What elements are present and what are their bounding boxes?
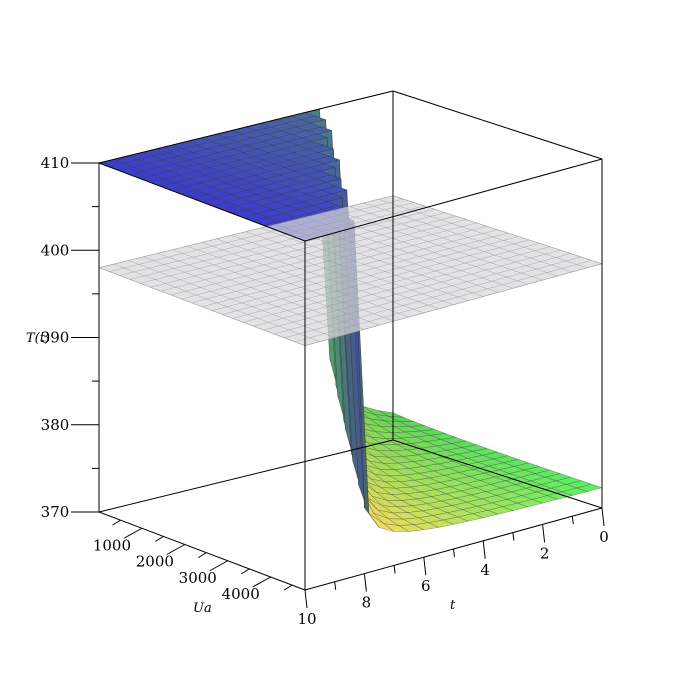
t-tick xyxy=(542,524,546,543)
plane-grid-line xyxy=(157,253,365,330)
box-edge-top xyxy=(304,158,603,242)
z-tick-label: 390 xyxy=(41,329,70,347)
t-tick-label: 10 xyxy=(297,610,316,628)
t-minor-tick xyxy=(571,516,574,525)
ua-tick xyxy=(209,560,228,572)
plane-grid-line xyxy=(143,256,350,334)
box-edge-bottom xyxy=(392,439,603,509)
threshold-plane xyxy=(97,195,604,347)
box-edge-top xyxy=(392,90,603,160)
t-tick-label: 8 xyxy=(362,594,372,612)
plane-grid-line xyxy=(216,238,424,314)
axis-ticks: 370 380 390 400 410 1000 2000 3000 4000 0 2 4 6 8 10 xyxy=(41,154,609,628)
box-edge-top xyxy=(98,90,394,164)
plane-grid-line xyxy=(294,260,592,342)
ua-minor-tick xyxy=(283,584,293,591)
plane-grid-line xyxy=(274,253,571,335)
x-axis-label: t xyxy=(450,598,456,613)
plane-grid-line xyxy=(231,235,439,309)
plane-grid-line xyxy=(172,249,380,326)
box-edge-bottom xyxy=(98,439,394,513)
ua-tick-label: 2000 xyxy=(136,553,174,571)
ua-tick xyxy=(123,527,143,539)
ua-tick xyxy=(252,576,271,588)
t-minor-tick xyxy=(334,581,337,590)
t-minor-tick xyxy=(453,548,455,558)
z-axis-label: T(t) xyxy=(26,331,50,346)
plane-grid-line xyxy=(232,239,529,319)
t-minor-tick xyxy=(393,565,396,574)
t-tick xyxy=(601,507,605,527)
ua-minor-tick xyxy=(112,519,121,526)
plane-grid-line xyxy=(113,263,320,342)
t-tick xyxy=(363,573,367,592)
ua-tick xyxy=(166,544,186,555)
ua-minor-tick xyxy=(240,568,250,575)
ua-tick-label: 3000 xyxy=(179,569,217,587)
plane-grid-line xyxy=(253,246,550,327)
t-tick-label: 0 xyxy=(599,528,609,546)
plane-grid-line xyxy=(212,232,509,311)
plane-grid-line xyxy=(263,249,561,331)
ua-tick-label: 4000 xyxy=(222,585,260,603)
ua-tick-label: 1000 xyxy=(93,536,131,554)
y-axis-label: Ua xyxy=(193,601,212,616)
z-tick-label: 410 xyxy=(41,154,70,172)
z-tick-label: 380 xyxy=(41,416,70,434)
ua-minor-tick xyxy=(198,552,207,559)
plane-grid-line xyxy=(243,243,540,323)
box-edge-top xyxy=(98,162,306,242)
t-minor-tick xyxy=(512,532,515,541)
ua-minor-tick xyxy=(155,535,164,542)
plane-grid-line xyxy=(222,236,519,315)
z-tick-label: 400 xyxy=(41,241,70,259)
plane-grid-line xyxy=(187,245,395,322)
t-tick-label: 6 xyxy=(421,577,431,595)
t-tick xyxy=(304,589,308,609)
plane-grid-line xyxy=(284,256,582,339)
plane-grid-line xyxy=(128,260,335,338)
t-tick xyxy=(423,557,427,576)
t-tick xyxy=(482,540,486,559)
plane-grid-line xyxy=(201,229,498,307)
t-tick-label: 2 xyxy=(540,544,550,562)
z-tick-label: 370 xyxy=(41,503,70,521)
t-tick-label: 4 xyxy=(480,561,490,579)
